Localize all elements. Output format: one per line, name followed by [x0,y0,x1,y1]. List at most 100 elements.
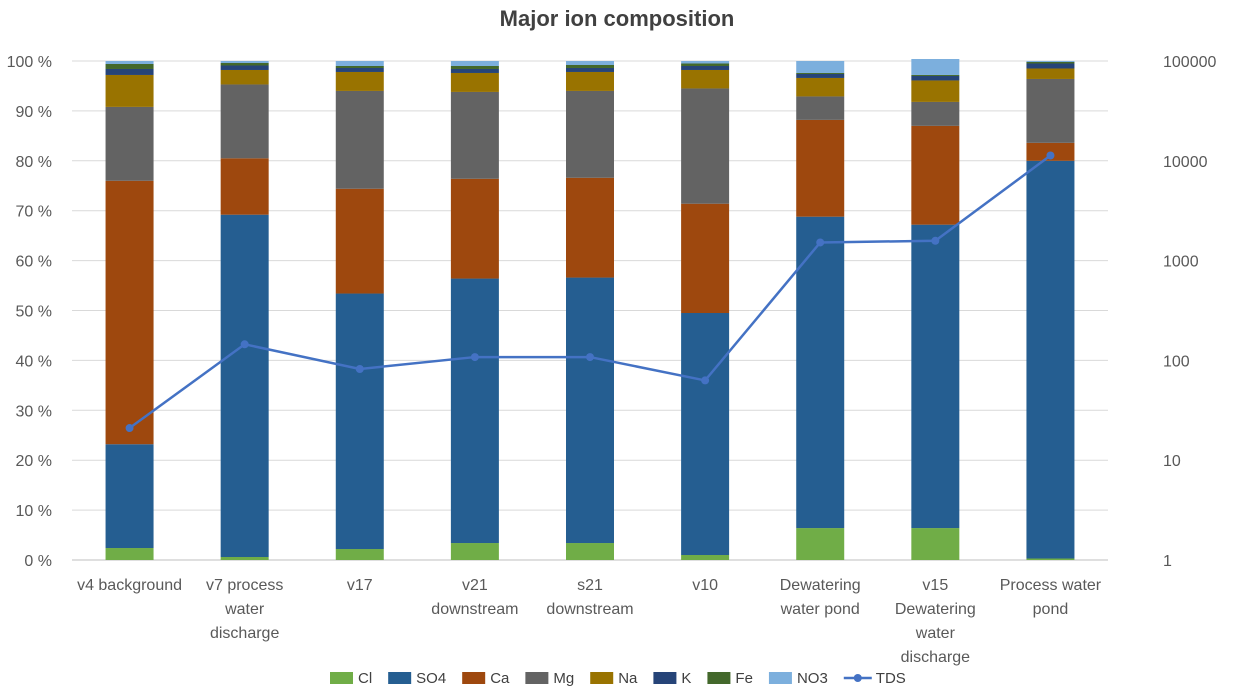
legend-label: SO4 [416,670,446,687]
bar-segment-no3 [796,61,845,73]
bar-segment-so4 [566,277,614,544]
bar-segment-fe [105,63,154,69]
bar-segment-cl [911,528,960,560]
bar-segment-fe [220,62,269,66]
bar-segment-cl [105,548,154,560]
tds-point [586,353,594,362]
y-left-tick-label: 20 % [16,453,52,470]
legend-label: TDS [876,670,906,687]
bar-segment-ca [681,203,730,313]
y-left-tick-label: 80 % [16,154,52,171]
bar-segment-no3 [681,61,730,64]
y-right-tick-label: 100000 [1163,54,1216,71]
bar-segment-cl [220,557,269,560]
bar-segment-mg [105,106,154,181]
bar-segment-mg [796,96,845,120]
bar-segment-fe [1026,61,1075,64]
legend-swatch-k [653,672,677,684]
x-tick-label: v4 background [77,577,182,594]
y-left-tick-label: 90 % [16,104,52,121]
tds-point [816,238,825,247]
bar-segment-mg [450,91,499,179]
bar-segment-k [911,75,960,81]
legend-label: Mg [553,670,574,687]
bar-segment-no3 [566,61,614,65]
y-axis-left: 0 % 10 % 20 % 30 % 40 % 50 % 60 % 70 % 80 % 90 % 1… [7,54,52,570]
y-left-tick-label: 30 % [16,403,52,420]
bar-segment-fe [566,64,614,68]
x-tick-label: v21 downstream [431,577,518,618]
legend-swatch-so4 [388,672,412,684]
y-right-tick-label: 100 [1163,353,1190,370]
legend-label: Cl [358,670,372,687]
bar-segment-fe [681,63,730,66]
bar-segment-na [1026,68,1075,79]
bar-segment-cl [1026,558,1075,560]
tds-point [240,340,249,349]
y-right-tick-label: 1 [1163,553,1172,570]
x-axis-labels: v4 background v7 process water discharge v17… [77,577,1102,666]
y-right-tick-label: 1000 [1163,254,1199,271]
bar-segment-no3 [911,59,960,75]
bar-segment-na [105,74,154,107]
legend: Cl SO4 Ca Mg Na K Fe NO3 TDS [330,670,906,687]
bar-segment-k [450,68,499,73]
y-left-tick-label: 10 % [16,503,52,520]
bar-segment-na [335,71,384,91]
bar-segment-so4 [105,444,154,549]
bar-segment-so4 [450,278,499,544]
legend-label: Fe [735,670,753,687]
bar-segment-so4 [1026,160,1075,559]
y-right-tick-label: 10 [1163,453,1181,470]
bar-segment-k [105,68,154,75]
bar-segment-no3 [220,61,269,63]
bar-segment-so4 [335,293,384,550]
bar-segment-so4 [911,224,960,529]
bar-segment-k [335,67,384,72]
legend-swatch-cl [330,672,353,684]
bar-segment-so4 [681,312,730,556]
bar-segment-ca [105,180,154,445]
bar-segment-ca [911,125,960,225]
bar-segment-no3 [335,61,384,66]
legend-label: Ca [490,670,510,687]
chart-title: Major ion composition [499,6,735,31]
bar-segment-k [220,65,269,70]
bar-segment-cl [335,549,384,560]
legend-label: Na [618,670,638,687]
bar-segment-ca [450,178,499,279]
tds-point [701,376,710,385]
bar-segment-na [796,77,845,97]
y-left-tick-label: 0 % [24,553,52,570]
legend-swatch-no3 [768,672,792,684]
x-tick-label: Process water pond [1000,577,1102,618]
bar-segment-k [681,65,730,70]
legend-label: NO3 [797,670,828,687]
legend-swatch-fe [707,672,731,684]
x-tick-label: v17 [347,577,373,594]
bar-segment-na [450,72,499,92]
bar-segment-mg [335,90,384,189]
bar-segment-fe [335,65,384,68]
bar-segment-mg [681,88,730,204]
y-axis-right: 1 10 100 1000 10000 100000 [1163,54,1216,570]
legend-swatch-ca [462,672,486,684]
tds-point [931,236,940,245]
legend-swatch-na [590,672,614,684]
bar-segment-k [796,73,845,78]
bar-segment-no3 [105,61,154,64]
bar-segment-cl [566,543,614,560]
x-tick-label: Dewatering water pond [780,577,861,618]
bar-segment-na [681,69,730,89]
bar-segment-ca [220,158,269,215]
bar-segment-mg [1026,78,1075,143]
legend-swatch-tds-marker [853,674,862,682]
y-left-tick-label: 100 % [7,54,52,71]
bar-segment-cl [796,528,845,560]
bar-segment-mg [911,101,960,126]
bar-segment-fe [450,65,499,69]
bar-segment-fe [796,72,845,74]
bar-segment-no3 [450,61,499,66]
bar-segment-ca [335,188,384,294]
y-left-tick-label: 60 % [16,254,52,271]
